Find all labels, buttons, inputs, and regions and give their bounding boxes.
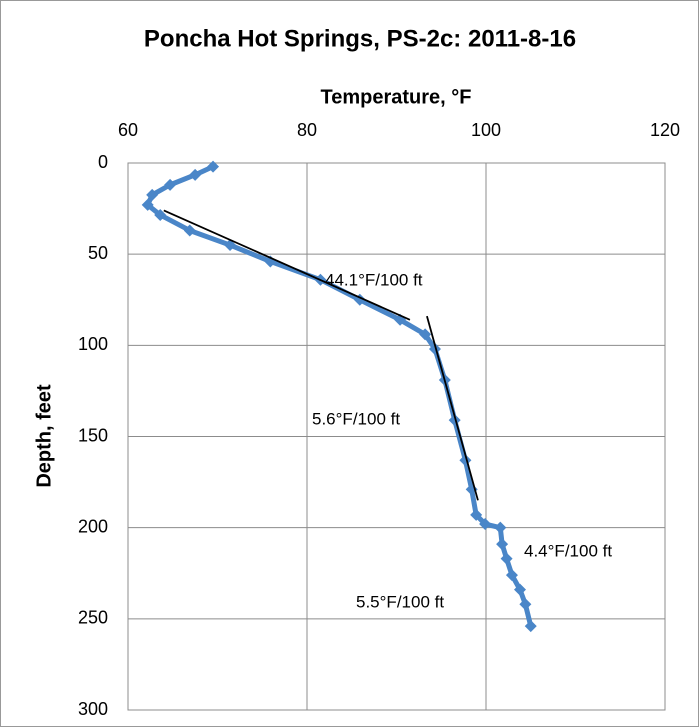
x-tick-label: 60	[118, 120, 138, 140]
data-point	[514, 583, 527, 596]
data-point	[479, 518, 492, 531]
data-point	[264, 255, 277, 268]
data-point	[183, 224, 196, 237]
y-tick-label: 300	[78, 699, 108, 719]
data-point	[419, 328, 432, 341]
plot-border	[127, 162, 666, 711]
x-tick-label: 100	[471, 120, 501, 140]
chart-title: Poncha Hot Springs, PS-2c: 2011-8-16	[144, 25, 576, 52]
data-point	[519, 598, 532, 611]
data-point	[500, 552, 513, 565]
trend-line	[163, 209, 411, 321]
x-axis-label: Temperature, °F	[321, 86, 472, 108]
data-point	[207, 160, 220, 173]
data-point	[448, 414, 461, 427]
data-point	[505, 569, 518, 582]
y-tick-label: 0	[98, 152, 108, 172]
data-point	[141, 198, 154, 211]
data-point	[146, 188, 159, 201]
y-tick-label: 150	[78, 425, 108, 445]
annotation: 5.5°F/100 ft	[356, 592, 444, 611]
data-point	[154, 208, 167, 221]
data-point	[494, 521, 507, 534]
y-tick-label: 250	[78, 608, 108, 628]
trend-line	[426, 315, 479, 501]
x-tick-label: 80	[297, 120, 317, 140]
data-point	[428, 342, 441, 355]
annotation: 4.4°F/100 ft	[524, 541, 612, 560]
data-point	[189, 168, 202, 181]
y-tick-label: 200	[78, 516, 108, 536]
y-tick-label: 50	[88, 243, 108, 263]
data-point	[164, 178, 177, 191]
x-tick-label: 120	[650, 120, 680, 140]
y-axis-label: Depth, feet	[33, 384, 55, 488]
y-tick-label: 100	[78, 334, 108, 354]
data-point	[524, 620, 537, 633]
data-point	[496, 538, 509, 551]
data-point	[470, 508, 483, 521]
annotation: 5.6°F/100 ft	[312, 409, 400, 428]
annotation: 44.1°F/100 ft	[325, 270, 423, 289]
